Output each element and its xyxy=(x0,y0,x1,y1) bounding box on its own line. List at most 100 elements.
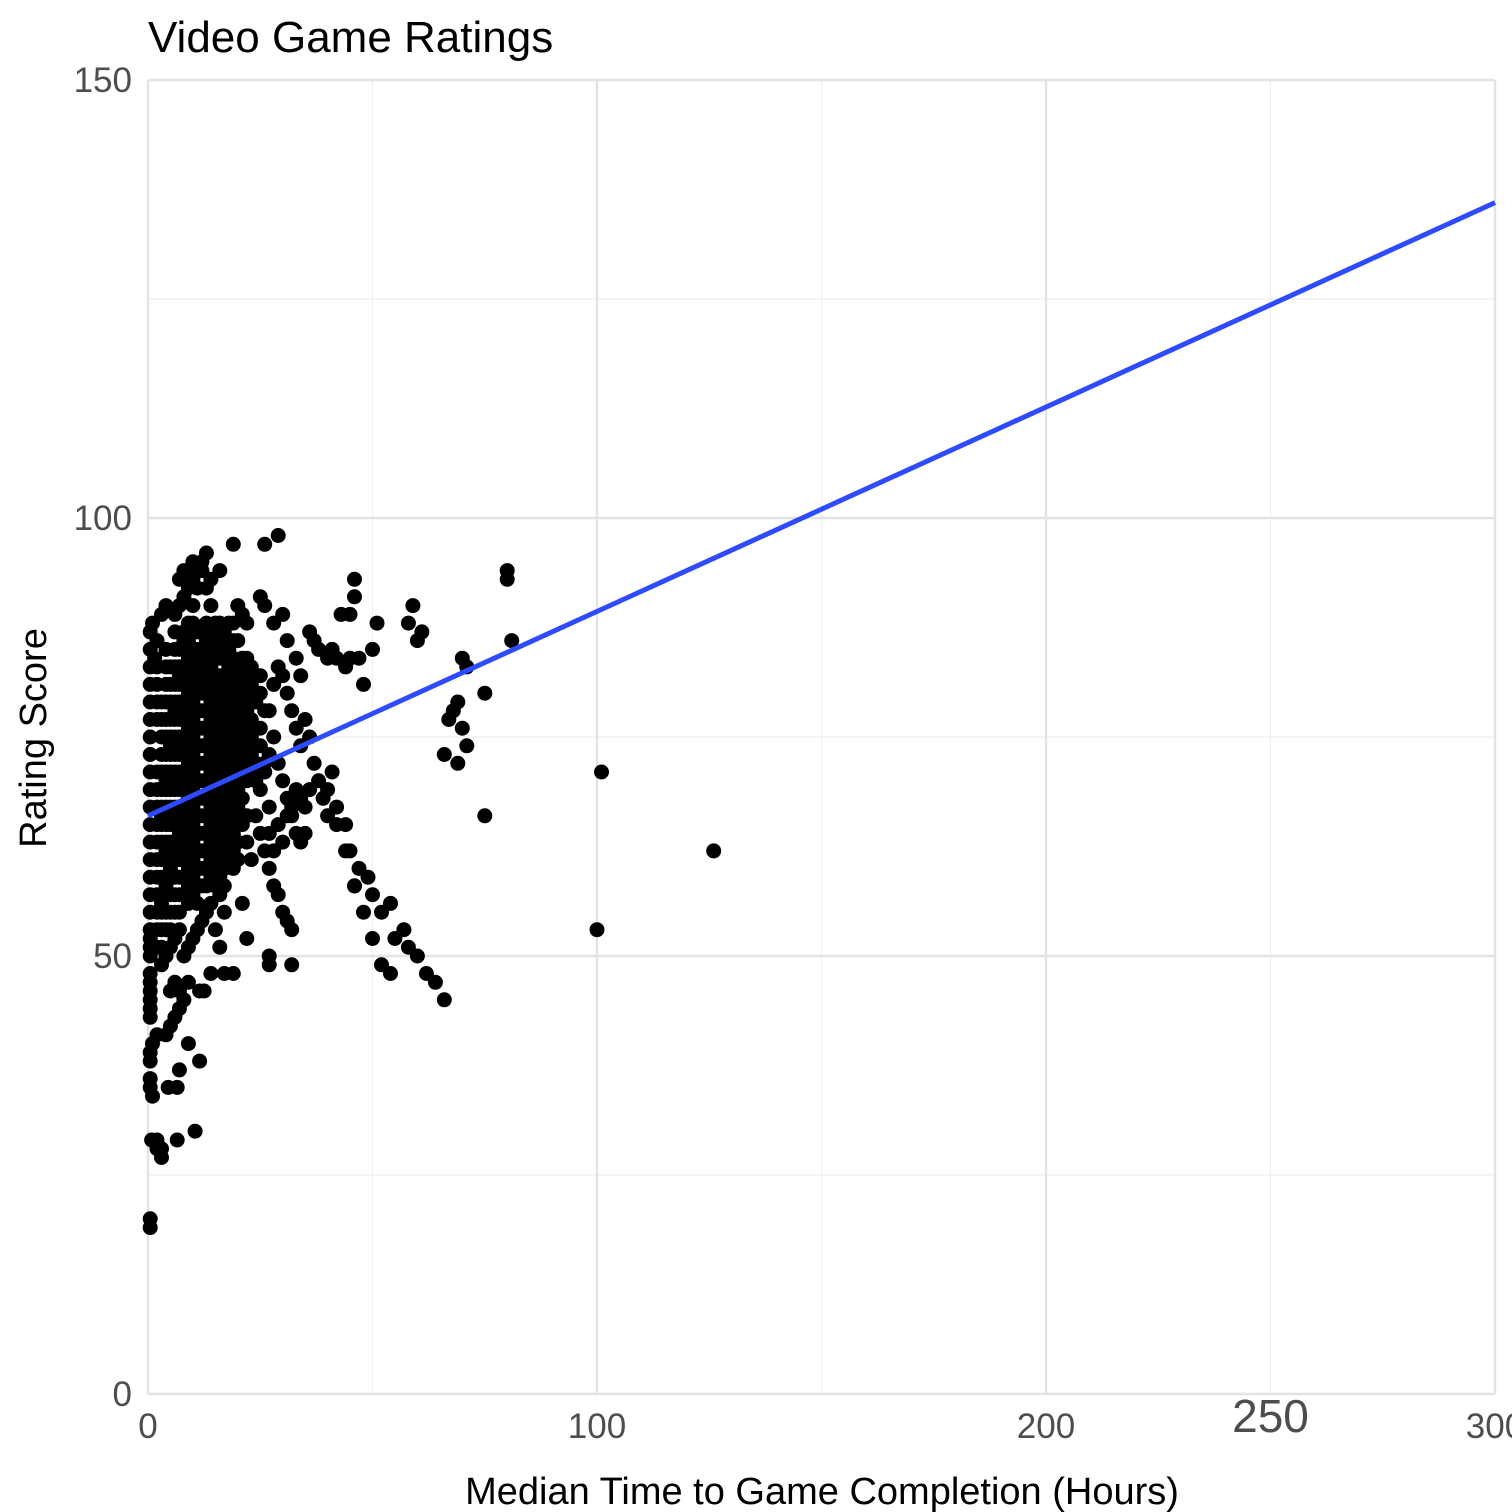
data-point xyxy=(189,895,205,911)
data-point xyxy=(383,966,398,981)
y-tick-label: 100 xyxy=(74,499,132,538)
x-axis-title: Median Time to Game Completion (Hours) xyxy=(465,1471,1179,1512)
data-point xyxy=(225,536,241,552)
data-point xyxy=(338,659,354,675)
data-point xyxy=(347,589,362,605)
data-point xyxy=(230,633,246,649)
data-point xyxy=(176,992,192,1008)
data-point xyxy=(329,817,345,833)
minor-gridlines xyxy=(148,80,1495,1394)
data-point xyxy=(160,1079,176,1095)
x-tick-label: 250 xyxy=(1232,1390,1309,1442)
data-point xyxy=(234,790,250,806)
data-point xyxy=(257,703,273,719)
data-point xyxy=(252,738,268,754)
data-point xyxy=(230,834,246,850)
data-point xyxy=(142,747,158,762)
data-point xyxy=(477,808,493,824)
data-point xyxy=(297,825,313,841)
data-point xyxy=(221,615,237,631)
data-point xyxy=(351,650,367,666)
data-point xyxy=(275,773,291,789)
data-point xyxy=(270,528,286,543)
data-point xyxy=(320,782,336,798)
data-point xyxy=(450,694,466,710)
data-point xyxy=(239,615,255,631)
data-point xyxy=(234,895,250,911)
data-point xyxy=(365,887,380,903)
data-point xyxy=(261,860,277,876)
data-point xyxy=(405,598,421,614)
data-point xyxy=(180,974,196,990)
data-point xyxy=(279,685,295,701)
trend-line xyxy=(146,200,1497,819)
data-point xyxy=(297,712,313,727)
x-tick-label: 100 xyxy=(568,1407,626,1446)
data-point xyxy=(180,1036,196,1052)
data-point xyxy=(706,843,722,859)
data-point xyxy=(284,703,300,719)
data-point xyxy=(383,895,398,911)
x-tick-labels: 0 100 200 250 300 xyxy=(138,1390,1512,1446)
data-point xyxy=(499,563,515,579)
data-point xyxy=(230,852,246,868)
data-point xyxy=(243,852,259,868)
x-tick-label: 300 xyxy=(1466,1407,1512,1446)
data-point xyxy=(142,729,158,745)
data-point xyxy=(203,966,219,981)
y-tick-label: 0 xyxy=(113,1375,132,1414)
data-point xyxy=(306,755,322,771)
data-point xyxy=(365,931,380,946)
data-point xyxy=(409,948,425,964)
data-point xyxy=(261,957,277,973)
data-point xyxy=(243,694,259,710)
data-point xyxy=(284,922,300,938)
data-point xyxy=(275,668,291,684)
data-point xyxy=(504,633,520,649)
data-point xyxy=(275,834,291,850)
x-tick-label: 200 xyxy=(1017,1407,1075,1446)
data-point xyxy=(171,1062,187,1078)
data-point xyxy=(154,939,169,955)
data-point xyxy=(275,606,291,622)
data-point xyxy=(477,685,493,701)
data-point xyxy=(356,676,371,692)
data-point xyxy=(261,799,277,815)
data-point xyxy=(142,1211,158,1227)
data-point xyxy=(347,571,362,587)
data-point xyxy=(169,1132,185,1148)
data-point xyxy=(248,773,264,789)
data-point xyxy=(342,606,358,622)
data-point xyxy=(203,598,219,614)
data-point xyxy=(279,633,295,649)
data-point xyxy=(239,931,255,946)
y-axis-title: Rating Score xyxy=(13,628,55,848)
major-gridlines xyxy=(146,78,1497,1396)
data-point xyxy=(239,808,255,824)
data-point xyxy=(441,712,457,727)
data-point xyxy=(454,720,470,736)
data-point xyxy=(436,747,452,762)
trend-line-layer xyxy=(146,200,1497,819)
data-point xyxy=(257,598,273,614)
data-point xyxy=(293,790,309,806)
data-point xyxy=(400,615,416,631)
data-point xyxy=(142,1071,158,1087)
data-point xyxy=(189,720,205,736)
data-point xyxy=(192,1053,208,1069)
data-point xyxy=(369,615,385,631)
data-point xyxy=(293,668,309,684)
data-point xyxy=(162,922,178,938)
data-point xyxy=(198,545,214,561)
data-point xyxy=(212,563,228,579)
data-point xyxy=(356,904,371,920)
data-point xyxy=(216,904,232,920)
y-tick-label: 50 xyxy=(93,937,132,976)
data-points xyxy=(142,528,722,1236)
data-point xyxy=(360,869,376,885)
data-point xyxy=(187,1123,203,1139)
data-point xyxy=(347,878,362,894)
data-point xyxy=(185,554,201,570)
data-point xyxy=(196,983,212,999)
data-point xyxy=(212,939,228,955)
